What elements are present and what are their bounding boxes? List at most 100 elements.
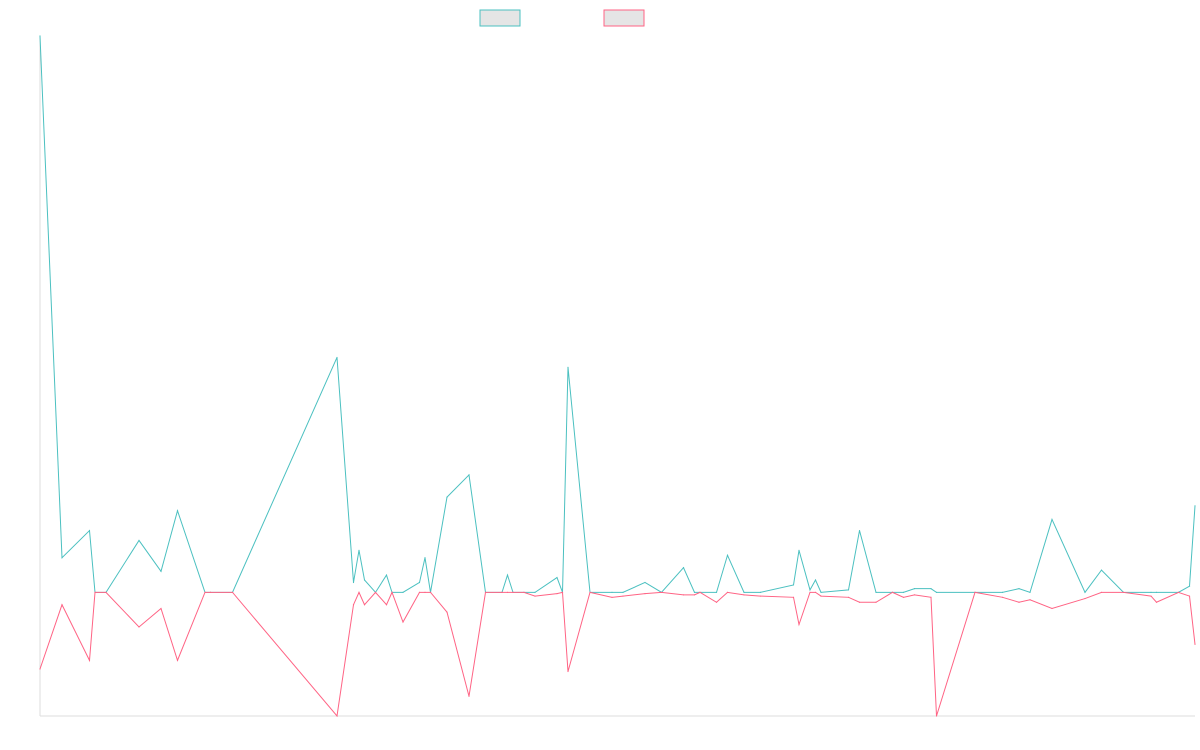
series-1-point xyxy=(1051,607,1053,610)
series-0-point xyxy=(693,591,696,593)
series-1-point xyxy=(374,591,377,593)
series-1-point xyxy=(1177,591,1180,593)
series-0-point xyxy=(1001,591,1004,593)
series-1-point xyxy=(138,626,140,628)
series-1-point xyxy=(209,591,212,593)
series-1-point xyxy=(589,591,591,593)
series-1-point xyxy=(858,601,861,603)
legend-swatch xyxy=(479,9,521,27)
series-1-point xyxy=(847,596,850,598)
series-0-point xyxy=(913,588,916,590)
series-1-point xyxy=(699,591,701,593)
series-1-point xyxy=(1029,599,1031,601)
series-1-point xyxy=(1018,601,1020,603)
series-0-point xyxy=(1188,585,1191,587)
series-1-point xyxy=(891,591,894,593)
series-1-point xyxy=(798,623,800,626)
series-1-point xyxy=(1122,591,1125,593)
series-1-point xyxy=(160,607,162,610)
series-1-point xyxy=(875,601,877,603)
legend-item-0 xyxy=(479,9,521,27)
series-0-point xyxy=(556,576,558,579)
series-0-point xyxy=(622,591,624,593)
series-1-point xyxy=(358,591,360,593)
series-1-point xyxy=(484,591,487,593)
series-0-point xyxy=(352,581,355,584)
series-0-point xyxy=(61,557,63,559)
series-1-point xyxy=(94,591,96,593)
series-0-point xyxy=(424,557,426,559)
series-0-point xyxy=(1084,591,1086,593)
series-1-point xyxy=(820,595,822,597)
series-0-point xyxy=(446,496,448,498)
series-1-point xyxy=(523,591,525,593)
series-0-point xyxy=(506,574,509,576)
series-1-point xyxy=(611,596,613,598)
series-1-point xyxy=(913,594,916,596)
series-0-point xyxy=(930,588,932,590)
series-0-point xyxy=(567,366,569,368)
series-0-point xyxy=(682,567,685,569)
series-1-point xyxy=(429,591,432,593)
series-1-point xyxy=(1194,643,1196,645)
series-1-point xyxy=(534,595,536,597)
series-0-point xyxy=(1150,591,1152,593)
series-0-point xyxy=(534,591,536,593)
series-0-point xyxy=(363,579,366,581)
series-0-point xyxy=(1155,591,1158,593)
series-1-point xyxy=(715,601,718,603)
series-0-point xyxy=(759,591,762,593)
series-1-point xyxy=(363,604,366,606)
series-1-point xyxy=(176,659,179,661)
series-1-point xyxy=(1001,596,1004,598)
series-1-point xyxy=(561,591,564,593)
series-0-point xyxy=(138,539,140,542)
series-0-line xyxy=(39,35,1196,594)
series-1-point xyxy=(1100,591,1103,593)
series-0-point xyxy=(820,591,822,593)
series-0-point xyxy=(1051,518,1053,521)
series-0-point xyxy=(875,591,877,593)
series-1-line xyxy=(39,591,1196,718)
series-1-point xyxy=(622,595,624,597)
series-1-point xyxy=(682,594,685,596)
series-1-point xyxy=(391,591,393,593)
series-1-point xyxy=(231,591,234,593)
series-1-point xyxy=(385,604,388,606)
series-1-point xyxy=(792,596,795,598)
series-0-point xyxy=(792,584,795,586)
series-0-point xyxy=(809,589,811,591)
series-0-point xyxy=(160,570,162,572)
series-1-point xyxy=(743,594,745,596)
series-0-point xyxy=(1100,569,1103,571)
series-0-point xyxy=(418,581,421,584)
chart-legend xyxy=(479,9,645,27)
series-0-point xyxy=(1194,505,1196,507)
series-0-point xyxy=(847,589,850,591)
series-1-point xyxy=(446,611,448,613)
series-1-point xyxy=(204,591,206,593)
series-1-point xyxy=(1150,595,1152,597)
series-1-point xyxy=(644,593,646,595)
series-1-point xyxy=(693,594,696,596)
series-1-point xyxy=(501,591,503,593)
series-1-point xyxy=(336,715,338,717)
series-1-point xyxy=(759,595,762,597)
series-1-point xyxy=(556,593,558,595)
series-1-point xyxy=(352,604,355,606)
series-1-point xyxy=(402,621,404,623)
series-0-point xyxy=(88,529,91,532)
series-0-point xyxy=(39,35,41,37)
series-0-point xyxy=(1018,588,1020,590)
series-0-point xyxy=(1029,591,1031,593)
series-1-point xyxy=(512,591,514,593)
series-0-point xyxy=(611,591,613,593)
series-1-point xyxy=(567,670,569,673)
series-0-point xyxy=(358,549,360,551)
series-1-point xyxy=(1188,595,1191,597)
series-1-point xyxy=(105,591,107,593)
series-1-point xyxy=(418,591,421,593)
series-1-point xyxy=(660,591,663,593)
